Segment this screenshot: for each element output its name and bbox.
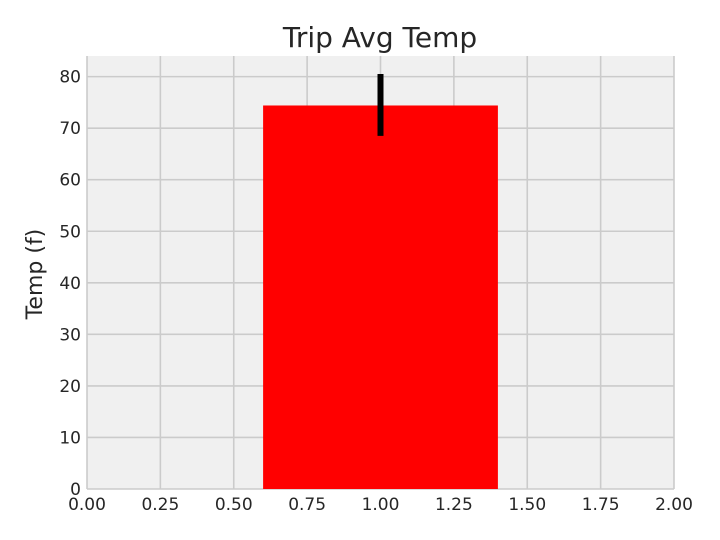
y-tick-label: 70 bbox=[59, 119, 81, 139]
y-tick-label: 30 bbox=[59, 325, 81, 345]
x-tick-label: 0.50 bbox=[215, 495, 253, 515]
x-tick-label: 0.75 bbox=[288, 495, 326, 515]
y-tick-label: 80 bbox=[59, 68, 81, 88]
y-tick-label: 60 bbox=[59, 171, 81, 191]
x-tick-label: 0.25 bbox=[141, 495, 179, 515]
chart-title: Trip Avg Temp bbox=[282, 21, 477, 54]
bars bbox=[263, 105, 498, 489]
x-tick-label: 1.75 bbox=[582, 495, 620, 515]
y-tick-label: 40 bbox=[59, 274, 81, 294]
x-tick-label: 2.00 bbox=[655, 495, 693, 515]
bar bbox=[263, 105, 498, 489]
y-axis-label: Temp (f) bbox=[23, 229, 48, 321]
x-tick-label: 1.50 bbox=[508, 495, 546, 515]
x-tick-label: 1.00 bbox=[362, 495, 400, 515]
y-tick-label: 20 bbox=[59, 377, 81, 397]
y-tick-label: 0 bbox=[70, 480, 81, 500]
x-tick-labels: 0.00 0.25 0.50 0.75 1.00 1.25 1.50 1.75 2.00 bbox=[68, 495, 693, 515]
y-tick-label: 10 bbox=[59, 428, 81, 448]
y-tick-labels: 0 10 20 30 40 50 60 70 80 bbox=[59, 68, 81, 500]
x-tick-label: 0.00 bbox=[68, 495, 106, 515]
x-tick-label: 1.25 bbox=[435, 495, 473, 515]
y-tick-label: 50 bbox=[59, 222, 81, 242]
